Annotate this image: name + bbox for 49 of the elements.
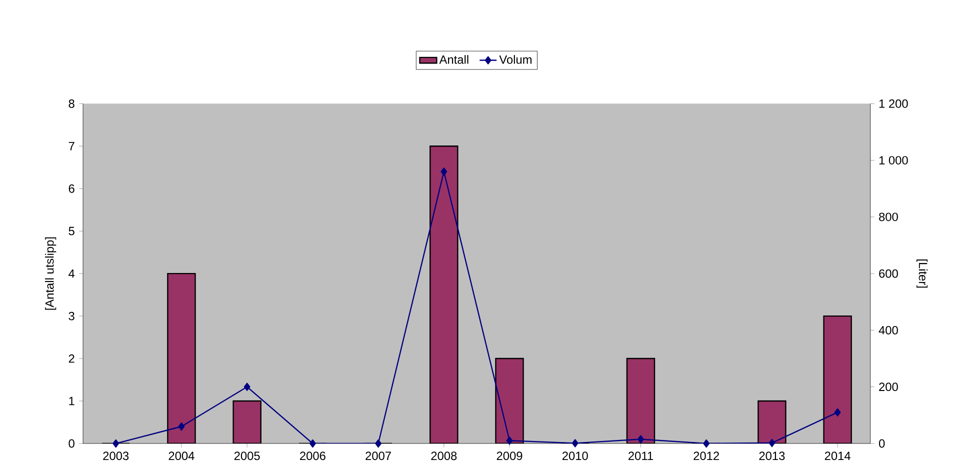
y2-tick-label: 800	[879, 212, 898, 221]
point	[375, 439, 382, 448]
y-tick-label: 1	[69, 396, 74, 405]
x-tick-label: 2008	[431, 451, 457, 460]
point	[112, 439, 120, 448]
x-tick-label: 2003	[103, 451, 129, 460]
x-tick-label: 2014	[824, 451, 850, 460]
y-tick-label: 6	[68, 184, 74, 193]
legend-label: Antall	[439, 54, 468, 64]
y2-tick-label: 1 200	[879, 99, 908, 108]
y-tick-label: 5	[68, 226, 74, 236]
y2-tick-label: 400	[878, 326, 898, 334]
y-tick-label: 0	[68, 439, 74, 448]
point	[638, 434, 644, 444]
bar	[626, 358, 656, 444]
y-tick-label: 4	[68, 269, 75, 278]
y-axis-title: [Antall utslipp]	[45, 237, 56, 310]
y-tick-label: 8	[68, 99, 74, 108]
bar	[430, 145, 458, 444]
y-tick-label: 2	[68, 354, 74, 362]
y2-tick-label: 1 000	[879, 156, 908, 164]
x-tick-label: 2005	[234, 451, 260, 460]
point	[440, 167, 448, 176]
point	[834, 408, 841, 416]
x-tick-label: 2006	[300, 451, 326, 460]
x-tick-label: 2013	[759, 451, 785, 460]
point	[768, 438, 776, 447]
x-tick-label: 2009	[496, 451, 522, 460]
bar	[167, 272, 196, 444]
legend-label: Volum	[499, 54, 532, 64]
y2-tick-label: 600	[879, 269, 898, 278]
y2-axis-title: [Liter]	[916, 259, 928, 288]
x-tick-label: 2011	[628, 451, 653, 460]
bar	[232, 400, 262, 444]
point	[572, 438, 578, 448]
y-tick-label: 3	[68, 312, 74, 320]
y2-tick-label: 200	[879, 382, 898, 391]
bar	[823, 315, 852, 444]
x-tick-label: 2010	[562, 451, 588, 460]
y-tick-label: 7	[68, 142, 74, 150]
point	[703, 439, 710, 448]
x-tick-label: 2012	[694, 451, 719, 460]
point	[244, 382, 250, 391]
x-tick-label: 2007	[366, 451, 391, 460]
point	[309, 439, 316, 448]
point	[178, 422, 185, 430]
y2-tick-label: 0	[878, 439, 885, 448]
point	[506, 436, 513, 445]
x-tick-label: 2004	[168, 451, 194, 460]
